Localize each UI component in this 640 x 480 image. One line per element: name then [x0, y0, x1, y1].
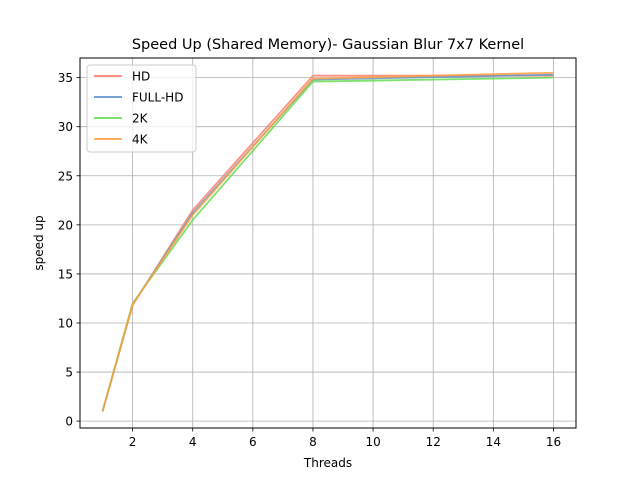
y-tick-label: 20	[58, 218, 73, 232]
legend: HD FULL-HD 2K 4K	[86, 64, 197, 153]
x-tick-label: 12	[426, 435, 441, 449]
y-axis-label: speed up	[32, 215, 46, 270]
x-tick-label: 10	[365, 435, 380, 449]
y-tick-label: 0	[65, 415, 73, 429]
grid	[80, 58, 576, 428]
legend-label-4k: 4K	[132, 133, 149, 147]
legend-label-hd: HD	[132, 70, 150, 84]
x-tick-label: 6	[249, 435, 257, 449]
y-tick-label: 5	[65, 366, 73, 380]
legend-frame	[86, 64, 197, 153]
x-tick-label: 4	[189, 435, 197, 449]
legend-label-full-hd: FULL-HD	[132, 91, 183, 105]
y-tick-label: 25	[58, 169, 73, 183]
series-line-4k	[101, 71, 554, 412]
y-tick-label: 30	[58, 120, 73, 134]
y-tick-label: 35	[58, 71, 73, 85]
x-axis-label: Threads	[303, 456, 352, 470]
axes-frame	[79, 57, 577, 429]
x-tick-label: 16	[546, 435, 561, 449]
x-tick-label: 14	[486, 435, 501, 449]
legend-label-2k: 2K	[132, 112, 149, 126]
x-axis: 2 4 6 8 10 12 14 16	[129, 428, 561, 449]
x-tick-label: 2	[129, 435, 137, 449]
chart-title: Speed Up (Shared Memory)- Gaussian Blur …	[132, 37, 524, 53]
plot-lines	[101, 71, 554, 412]
x-tick-label: 8	[309, 435, 317, 449]
y-axis: 0 5 10 15 20 25 30 35	[58, 71, 80, 429]
y-tick-label: 10	[58, 316, 73, 330]
y-tick-label: 15	[58, 267, 73, 281]
